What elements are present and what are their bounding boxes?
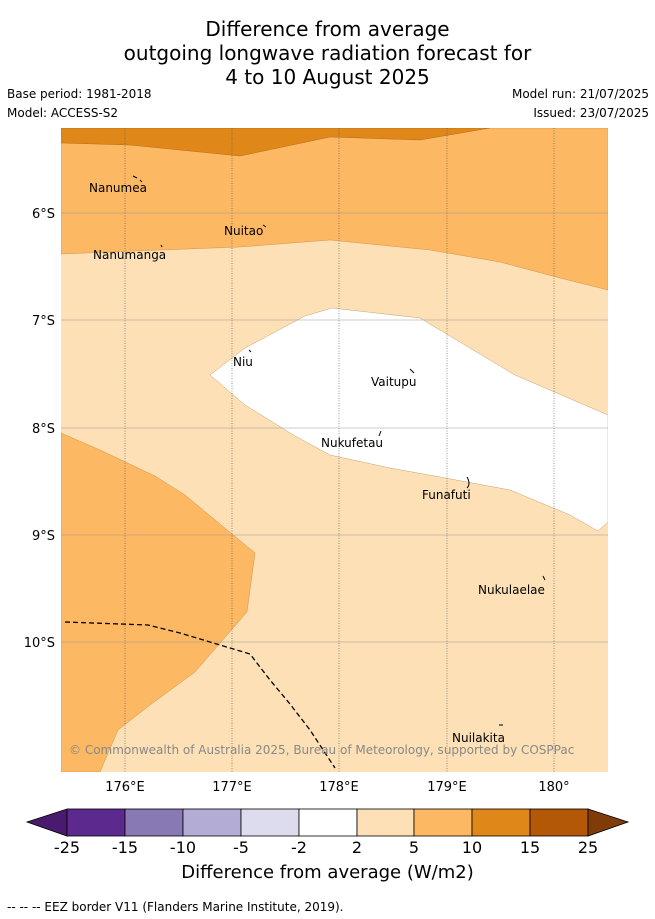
- colorbar-tick-0: -25: [53, 838, 81, 857]
- colorbar-swatch-6: [356, 808, 415, 837]
- place-nanumea: Nanumea: [89, 181, 147, 195]
- colorbar-tick-8: 15: [519, 838, 541, 857]
- colorbar-tick-7: 10: [461, 838, 483, 857]
- lat-label-8s: 8°S: [32, 422, 55, 437]
- place-nuitao: Nuitao: [224, 224, 263, 238]
- colorbar-swatch-4: [240, 808, 300, 837]
- colorbar-tick-9: 25: [577, 838, 599, 857]
- colorbar-high-arrow: [587, 808, 630, 837]
- place-nanumanga: Nanumanga: [93, 248, 166, 262]
- band-neutral-center: [209, 307, 608, 532]
- colorbar-title: Difference from average (W/m2): [181, 862, 474, 883]
- colorbar-tick-1: -15: [111, 838, 139, 857]
- colorbar-tick-2: -10: [169, 838, 197, 857]
- colorbar-swatch-1: [66, 808, 126, 837]
- place-nuilakita: Nuilakita: [452, 731, 505, 745]
- lon-label-180: 180°: [538, 780, 569, 795]
- colorbar-swatch-9: [529, 808, 589, 837]
- colorbar-swatch-3: [182, 808, 242, 837]
- base-period: Base period: 1981-2018: [7, 87, 152, 101]
- lon-label-179e: 179°E: [427, 780, 467, 795]
- colorbar-swatch-7: [413, 808, 473, 837]
- colorbar-swatch-5: [298, 808, 358, 837]
- place-vaitupu: Vaitupu: [371, 375, 417, 389]
- colorbar-low-arrow: [25, 808, 68, 837]
- lat-gridlines: [61, 212, 608, 643]
- lat-label-10s: 10°S: [24, 636, 55, 651]
- lon-label-177e: 177°E: [212, 780, 252, 795]
- model-name: Model: ACCESS-S2: [7, 106, 119, 120]
- title-line-3: 4 to 10 August 2025: [225, 65, 430, 89]
- band-10-15-north: [61, 128, 491, 157]
- colorbar-tick-3: -5: [233, 838, 249, 857]
- lon-label-176e: 176°E: [105, 780, 145, 795]
- issued-date: Issued: 23/07/2025: [533, 106, 649, 120]
- map-title: Difference from average outgoing longwav…: [0, 17, 655, 89]
- place-niu: Niu: [233, 355, 253, 369]
- colorbar: [25, 808, 630, 837]
- map-area: [61, 128, 608, 772]
- eez-border: [64, 621, 336, 769]
- lat-label-9s: 9°S: [32, 529, 55, 544]
- place-nukufetau: Nukufetau: [321, 436, 383, 450]
- copyright-notice: © Commonwealth of Australia 2025, Bureau…: [69, 743, 574, 757]
- colorbar-tick-4: -2: [291, 838, 307, 857]
- lon-label-178e: 178°E: [319, 780, 359, 795]
- lat-label-6s: 6°S: [32, 207, 55, 222]
- colorbar-swatch-8: [471, 808, 531, 837]
- place-nukulaelae: Nukulaelae: [478, 583, 545, 597]
- band-5-10-north: [61, 128, 608, 291]
- colorbar-tick-6: 5: [408, 838, 420, 857]
- title-line-1: Difference from average: [205, 17, 450, 41]
- title-line-2: outgoing longwave radiation forecast for: [123, 41, 532, 65]
- colorbar-tick-5: 2: [351, 838, 363, 857]
- colorbar-swatch-2: [124, 808, 184, 837]
- eez-footnote: -- -- -- EEZ border V11 (Flanders Marine…: [7, 900, 344, 914]
- island-marks: [132, 175, 546, 726]
- model-run: Model run: 21/07/2025: [511, 87, 649, 101]
- lat-label-7s: 7°S: [32, 314, 55, 329]
- place-funafuti: Funafuti: [422, 488, 471, 502]
